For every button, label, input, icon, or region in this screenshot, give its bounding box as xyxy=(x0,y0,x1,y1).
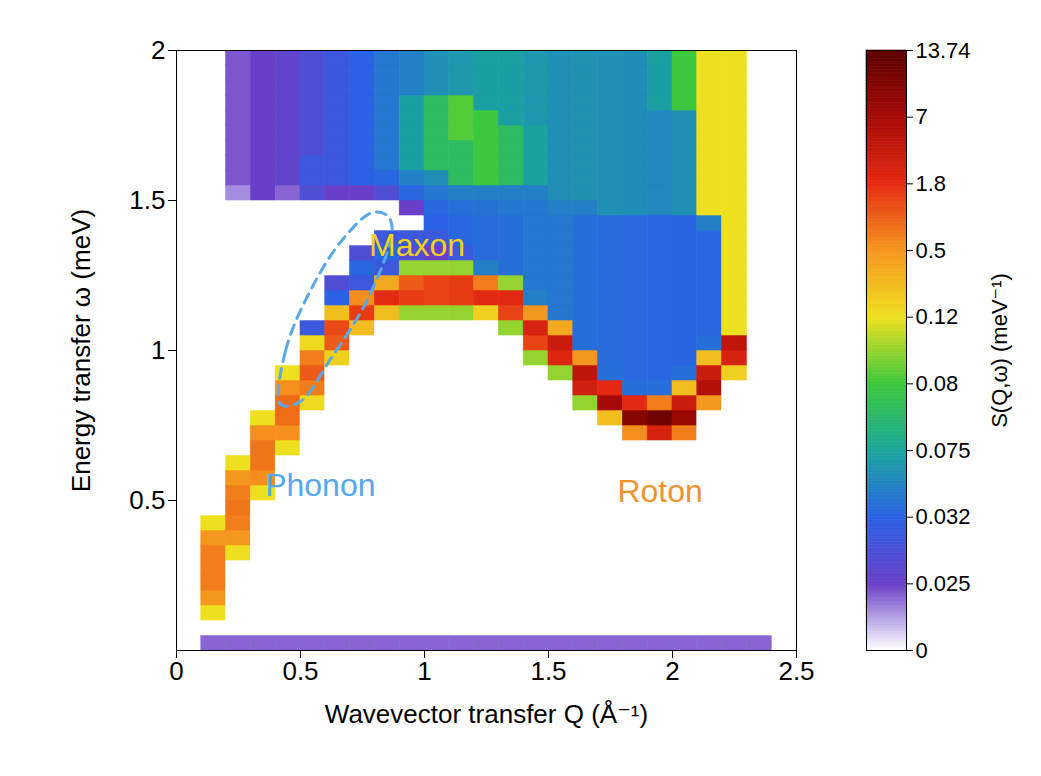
svg-text:0.5: 0.5 xyxy=(282,656,318,686)
svg-text:0.12: 0.12 xyxy=(916,304,959,329)
svg-text:0.08: 0.08 xyxy=(916,371,959,396)
svg-text:0: 0 xyxy=(916,638,928,663)
svg-text:Maxon: Maxon xyxy=(369,227,465,263)
svg-text:0.5: 0.5 xyxy=(916,238,947,263)
svg-text:0.025: 0.025 xyxy=(916,571,971,596)
svg-text:Wavevector transfer Q (Å⁻¹): Wavevector transfer Q (Å⁻¹) xyxy=(325,699,648,729)
svg-text:1.5: 1.5 xyxy=(530,656,566,686)
svg-text:S(Q,ω) (meV⁻¹): S(Q,ω) (meV⁻¹) xyxy=(987,273,1012,428)
svg-text:Energy transfer ω (meV): Energy transfer ω (meV) xyxy=(66,209,96,492)
svg-text:7: 7 xyxy=(916,104,928,129)
svg-text:13.74: 13.74 xyxy=(916,38,971,63)
svg-text:1: 1 xyxy=(417,656,431,686)
svg-text:0.5: 0.5 xyxy=(129,485,165,515)
svg-text:1: 1 xyxy=(151,335,165,365)
svg-text:2: 2 xyxy=(665,656,679,686)
svg-text:2: 2 xyxy=(151,35,165,65)
svg-text:Roton: Roton xyxy=(617,473,702,509)
svg-text:0: 0 xyxy=(169,656,183,686)
svg-text:1.8: 1.8 xyxy=(916,171,947,196)
svg-text:0.032: 0.032 xyxy=(916,504,971,529)
svg-text:1.5: 1.5 xyxy=(129,185,165,215)
svg-text:2.5: 2.5 xyxy=(778,656,814,686)
svg-text:Phonon: Phonon xyxy=(265,467,375,503)
svg-text:0.075: 0.075 xyxy=(916,438,971,463)
